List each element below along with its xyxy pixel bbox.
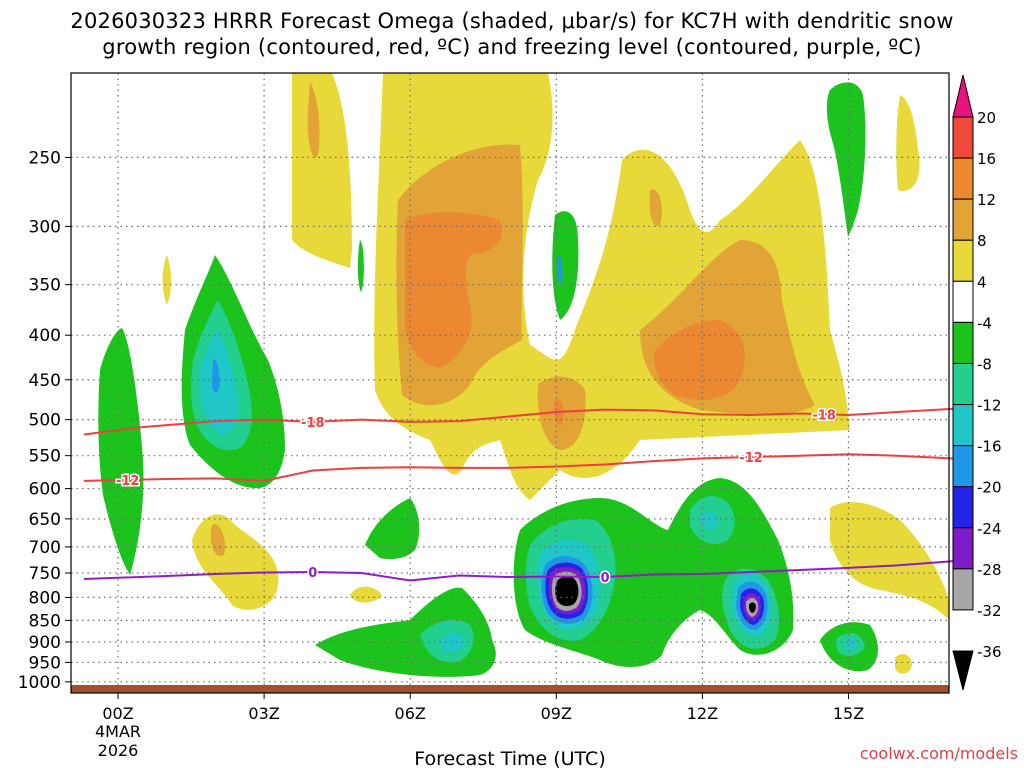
omega-area-low-left [192, 514, 279, 610]
contour-label-dgz-18: -18 [301, 416, 325, 431]
omega-area-upper-green [552, 211, 579, 320]
omega-area-upper-orange [649, 189, 662, 226]
colorbar-label: -16 [977, 438, 1002, 456]
chart-title-line2: growth region (contoured, red, ºC) and f… [102, 35, 922, 59]
x-tick-label: 00Z [102, 704, 133, 723]
contour-freezing-level [83, 559, 966, 582]
colorbar: 20 16 12 8 4 -4 -8 -12 -16 -20 -24 -28 -32 -36 [952, 74, 1002, 691]
y-tick-label: 350 [29, 276, 61, 296]
y-tick-label: 250 [29, 148, 61, 168]
y-tick-label: 850 [29, 611, 61, 631]
omega-area-black [749, 602, 756, 613]
colorbar-segment [952, 157, 974, 200]
colorbar-label: -4 [977, 314, 992, 332]
omega-area-upper-right [896, 95, 920, 191]
y-tick-label: 900 [29, 633, 61, 653]
y-tick-label: 450 [29, 371, 61, 391]
colorbar-segment [952, 445, 974, 488]
omega-area-blue [212, 359, 220, 393]
colorbar-label: 4 [977, 273, 987, 291]
colorbar-top-triangle [952, 74, 974, 118]
site-credit: coolwx.com/models [859, 744, 1018, 763]
ground-strip [71, 685, 949, 693]
colorbar-label: 20 [977, 109, 996, 127]
y-tick-label: 400 [29, 326, 61, 346]
y-axis-ticks: 2503003504004505005506006507007508008509… [18, 148, 71, 693]
omega-area-upper-darkorange [405, 212, 502, 368]
y-tick-label: 500 [29, 411, 61, 431]
colorbar-label: 8 [977, 232, 987, 250]
contour-label-dgz-18: -18 [812, 408, 836, 423]
contour-lines: -18 -18 -12 -12 0 0 [83, 407, 966, 588]
omega-area-mid-small [365, 498, 420, 560]
y-tick-label: 1000 [18, 673, 61, 693]
y-tick-label: 950 [29, 653, 61, 673]
omega-area-upper-green [357, 240, 364, 292]
colorbar-label: -8 [977, 355, 992, 373]
omega-area-low-cyan [844, 637, 857, 650]
date-label-day: 4MAR [95, 722, 141, 741]
x-tick-label: 15Z [833, 704, 864, 723]
omega-area-low-cyan [700, 511, 718, 530]
colorbar-label: -24 [977, 520, 1002, 538]
colorbar-label: -32 [977, 602, 1002, 620]
omega-area-low-small [350, 586, 382, 603]
colorbar-bottom-triangle [952, 650, 974, 691]
contour-dgz-12 [83, 453, 966, 482]
colorbar-segment [952, 568, 974, 611]
colorbar-label: -12 [977, 397, 1002, 415]
omega-area-low-right [830, 501, 949, 620]
colorbar-segment [952, 116, 974, 159]
x-tick-label: 09Z [541, 704, 572, 723]
omega-area-upper-orange [307, 82, 320, 158]
y-tick-label: 800 [29, 588, 61, 608]
omega-area-blue [557, 255, 563, 285]
x-tick-label: 06Z [395, 704, 426, 723]
omega-area-black [555, 576, 579, 607]
omega-area-upper-green [826, 82, 866, 238]
omega-area-bottom-small [895, 654, 912, 674]
colorbar-label: -36 [977, 643, 1002, 661]
omega-area-upper-main [292, 73, 352, 268]
contour-dgz-18 [83, 407, 966, 436]
y-tick-label: 700 [29, 538, 61, 558]
chart-title-line1: 2026030323 HRRR Forecast Omega (shaded, … [70, 9, 954, 33]
colorbar-label: 12 [977, 191, 996, 209]
colorbar-label: -28 [977, 561, 1002, 579]
contour-label-dgz-12: -12 [116, 474, 140, 489]
omega-area-upper-orange [210, 524, 226, 556]
colorbar-segment [952, 404, 974, 447]
colorbar-segment [952, 239, 974, 282]
y-tick-label: 600 [29, 480, 61, 500]
y-tick-label: 750 [29, 564, 61, 584]
colorbar-segment [952, 280, 974, 323]
plot-frame [70, 72, 950, 694]
colorbar-label: 16 [977, 150, 996, 168]
colorbar-segment [952, 486, 974, 529]
y-tick-label: 300 [29, 217, 61, 237]
contour-label-freezing-level: 0 [308, 566, 317, 581]
omega-area-low-cyan [440, 633, 465, 653]
x-tick-label: 12Z [687, 704, 718, 723]
omega-area-left-column [98, 328, 144, 575]
colorbar-segment [952, 362, 974, 406]
colorbar-segment [952, 321, 974, 364]
y-tick-label: 550 [29, 447, 61, 467]
gridlines [71, 73, 949, 693]
x-axis-ticks: 00Z 03Z 06Z 09Z 12Z 15Z [102, 693, 864, 723]
omega-area-left-small [162, 255, 172, 305]
colorbar-segment [952, 527, 974, 570]
colorbar-segment [952, 198, 974, 241]
contour-label-freezing-level: 0 [600, 571, 609, 586]
omega-shading [98, 73, 949, 677]
date-label-year: 2026 [98, 741, 139, 760]
y-tick-label: 650 [29, 510, 61, 530]
x-tick-label: 03Z [248, 704, 279, 723]
colorbar-label: -20 [977, 479, 1002, 497]
x-axis-label: Forecast Time (UTC) [414, 748, 605, 768]
contour-label-dgz-12: -12 [739, 451, 763, 466]
